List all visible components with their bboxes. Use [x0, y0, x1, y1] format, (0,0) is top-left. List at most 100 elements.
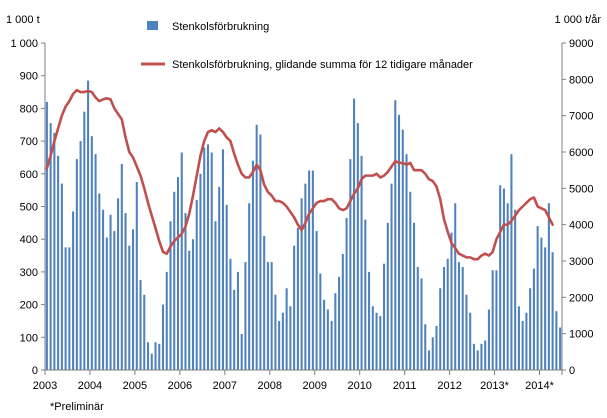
bar — [98, 193, 101, 370]
bar — [420, 278, 423, 370]
left-axis-unit: 1 000 t — [6, 14, 40, 26]
line-series — [45, 88, 554, 261]
bar — [469, 312, 472, 370]
right-tick-label: 5000 — [569, 183, 593, 195]
bar — [102, 209, 105, 370]
bar — [510, 154, 513, 370]
bar — [334, 293, 337, 370]
bar — [412, 222, 416, 370]
bar — [45, 101, 48, 371]
bar — [517, 306, 520, 370]
bar — [484, 340, 487, 370]
bar — [308, 170, 311, 370]
bar — [398, 114, 401, 370]
bar — [120, 163, 123, 370]
bar — [547, 203, 550, 370]
moving-sum-line — [45, 88, 554, 261]
bar — [296, 227, 299, 370]
bar — [49, 123, 52, 371]
right-tick-label: 6000 — [569, 147, 593, 159]
bar — [480, 343, 483, 370]
bar — [161, 304, 165, 370]
right-tick-label: 0 — [569, 365, 575, 377]
bar-series — [45, 80, 562, 371]
bar — [326, 309, 329, 370]
x-tick-label: 2009 — [302, 380, 326, 392]
bar — [154, 342, 157, 370]
footnote: *Preliminär — [50, 401, 104, 413]
legend-line-label: Stenkolsförbrukning, glidande summa för … — [172, 59, 473, 71]
x-tick-label: 2007 — [213, 380, 237, 392]
left-tick-label: 0 — [32, 365, 38, 377]
bar — [405, 154, 408, 370]
left-tick-label: 600 — [20, 169, 38, 181]
bar — [135, 181, 138, 370]
bar — [259, 134, 262, 370]
bar — [472, 343, 475, 370]
right-tick-label: 4000 — [569, 220, 593, 232]
x-tick-label: 2005 — [123, 380, 147, 392]
legend-bar-label: Stenkolsförbrukning — [172, 21, 269, 33]
bar — [319, 273, 322, 370]
bar — [229, 258, 232, 370]
right-tick-label: 7000 — [569, 111, 593, 123]
bar — [409, 191, 412, 370]
legend-bar-swatch — [147, 21, 158, 30]
right-tick-label: 2000 — [569, 292, 593, 304]
left-tick-labels: 0 100 200 300 400 500 600 700 800 900 1 000 — [10, 38, 45, 377]
bar — [323, 299, 326, 370]
bar — [315, 231, 318, 370]
bar — [83, 111, 86, 371]
bar — [225, 204, 228, 370]
left-tick-label: 200 — [20, 300, 38, 312]
x-tick-label: 2011 — [393, 380, 417, 392]
x-tick-label: 2010 — [347, 380, 371, 392]
bar — [240, 334, 243, 370]
bar — [521, 320, 524, 370]
bar — [345, 217, 348, 370]
bar — [495, 270, 498, 370]
right-tick-label: 1000 — [569, 329, 593, 341]
bar — [371, 306, 374, 370]
left-tick-label: 900 — [20, 71, 38, 83]
bar — [379, 316, 382, 370]
bar — [491, 270, 494, 370]
bar — [551, 252, 554, 370]
bar — [75, 159, 78, 370]
bar — [390, 183, 393, 370]
x-tick-label: 2013* — [480, 380, 509, 392]
bar — [68, 247, 71, 370]
bar — [214, 221, 217, 370]
bar — [349, 159, 352, 370]
bar — [72, 211, 75, 370]
bar — [427, 350, 431, 370]
bar — [559, 327, 562, 370]
bar — [514, 209, 517, 370]
bar — [300, 198, 303, 370]
right-axis-unit: 1 000 t/år — [555, 14, 602, 26]
bar — [465, 294, 468, 370]
bar — [90, 136, 93, 370]
bar — [401, 129, 404, 370]
bar — [191, 239, 195, 370]
bar — [424, 324, 427, 370]
bar — [289, 306, 292, 370]
bar — [128, 245, 131, 370]
bar — [266, 262, 269, 370]
bar — [233, 289, 236, 370]
bar — [330, 320, 333, 370]
bar — [442, 266, 446, 370]
bar — [169, 221, 172, 370]
bar — [180, 152, 183, 370]
bar — [57, 155, 60, 370]
bar — [454, 203, 457, 370]
bar — [248, 203, 251, 370]
bar — [506, 203, 509, 370]
x-tick-label: 2014* — [525, 380, 554, 392]
bar — [353, 98, 356, 370]
left-tick-label: 700 — [20, 136, 38, 148]
x-tick-label: 2012 — [437, 380, 461, 392]
bar — [394, 100, 397, 370]
bar — [255, 124, 258, 370]
bar — [195, 199, 198, 370]
